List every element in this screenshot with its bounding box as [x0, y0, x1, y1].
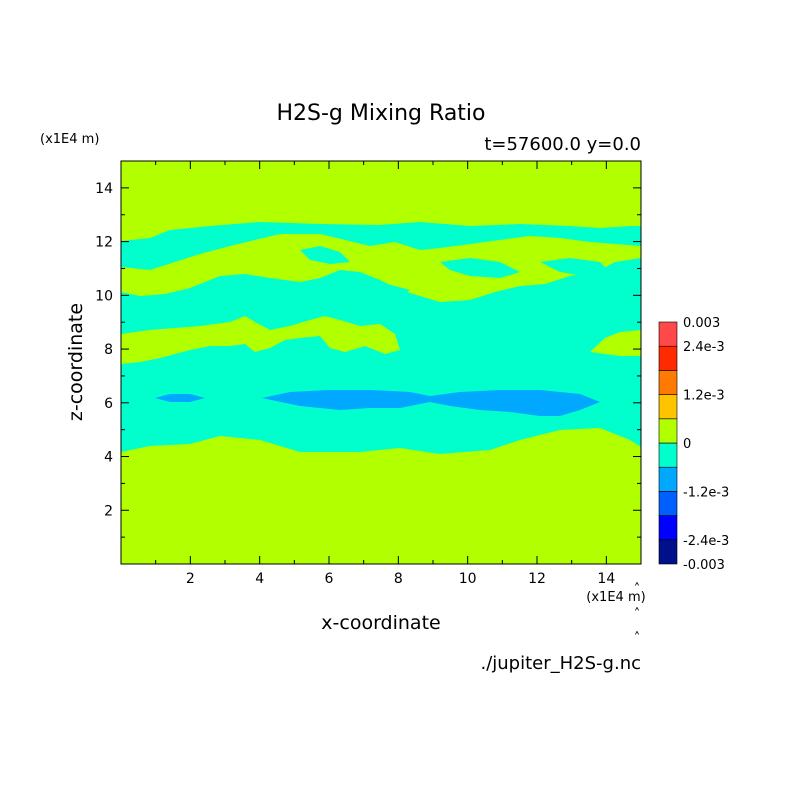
x-unit-label: (x1E4 m): [586, 590, 645, 605]
colorbar-swatch: [658, 466, 678, 492]
x-tick-label: 6: [325, 571, 334, 587]
region-negative-medium: [155, 394, 205, 402]
chart-subtitle: t=57600.0 y=0.0: [484, 134, 641, 155]
colorbar-swatch: [658, 491, 678, 516]
x-tick-label: 2: [186, 571, 195, 587]
contour-field: [121, 161, 641, 564]
colorbar-tick-label: -2.4e-3: [683, 534, 729, 549]
region-intrusion: [590, 330, 641, 356]
y-tick-label: 8: [104, 342, 113, 358]
region-intrusion: [245, 286, 300, 300]
tick-mark: ˄: [634, 607, 641, 622]
chart-title: H2S-g Mixing Ratio: [276, 101, 485, 126]
colorbar-tick-label: 0.003: [683, 316, 720, 331]
colorbar-swatch: [658, 321, 678, 347]
y-tick-label: 10: [95, 288, 113, 304]
region-intrusion: [121, 234, 641, 302]
region-intrusion: [540, 258, 610, 276]
x-tick-label: 8: [394, 571, 403, 587]
y-axis-label: z-coordinate: [65, 303, 87, 421]
region-negative-medium: [262, 390, 600, 416]
colorbar-swatch: [658, 442, 678, 468]
source-file-label: ./jupiter_H2S-g.nc: [480, 653, 641, 674]
y-tick-label: 6: [104, 396, 113, 412]
y-tick-label: 14: [95, 181, 113, 197]
y-axis-ticks: 2 4 6 8 10 12 14: [95, 181, 641, 538]
region-intrusion: [300, 246, 350, 264]
colorbar-swatch: [658, 515, 678, 541]
y-tick-label: 12: [95, 235, 113, 251]
colorbar: 0.003 2.4e-3 1.2e-3 0 -1.2e-3 -2.4e-3 -0.003: [658, 316, 729, 573]
plot-frame: [120, 160, 642, 565]
colorbar-tick-label: 1.2e-3: [683, 389, 725, 404]
colorbar-swatch: [658, 418, 678, 444]
colorbar-tick-label: -1.2e-3: [683, 485, 729, 500]
region-intrusion: [440, 258, 520, 278]
colorbar-swatch: [658, 370, 678, 395]
y-tick-label: 4: [104, 450, 113, 466]
tick-mark: ˄: [634, 582, 641, 597]
region-intrusion: [121, 316, 400, 364]
y-unit-label: (x1E4 m): [40, 132, 99, 147]
x-tick-label: 12: [528, 571, 546, 587]
tick-mark: ˄: [634, 631, 641, 646]
colorbar-tick-label: 2.4e-3: [683, 340, 725, 355]
colorbar-swatch: [658, 394, 678, 420]
region-intrusion: [345, 282, 410, 298]
y-tick-label: 2: [104, 503, 113, 519]
colorbar-swatch: [658, 345, 678, 371]
x-axis-label: x-coordinate: [321, 612, 440, 634]
x-axis-ticks: 2 4 6 8 10 12 14: [155, 161, 615, 587]
x-tick-label: 4: [255, 571, 264, 587]
colorbar-swatch: [658, 539, 678, 565]
x-tick-label: 14: [597, 571, 615, 587]
x-tick-label: 10: [459, 571, 477, 587]
colorbar-tick-label: -0.003: [683, 558, 725, 573]
colorbar-tick-label: 0: [683, 437, 691, 452]
